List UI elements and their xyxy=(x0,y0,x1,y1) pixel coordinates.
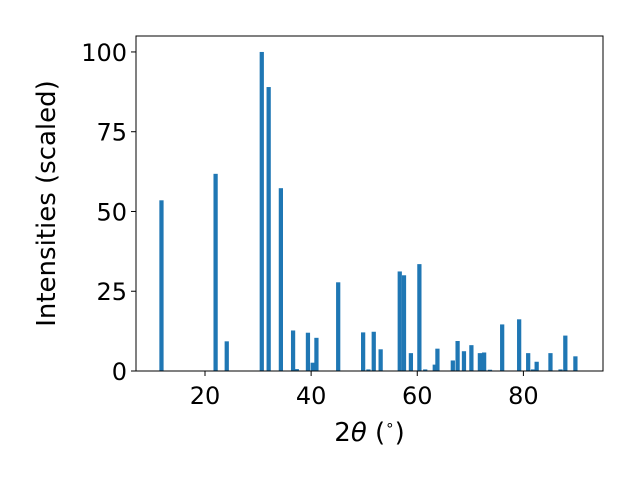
bar xyxy=(159,200,164,371)
bar xyxy=(558,369,563,371)
bar xyxy=(423,369,428,371)
bar xyxy=(259,51,264,371)
bar xyxy=(290,330,296,371)
bar xyxy=(224,341,229,371)
x-tick-label: 80 xyxy=(508,382,539,410)
x-tick-label: 40 xyxy=(296,382,327,410)
bar xyxy=(408,353,414,371)
bar xyxy=(266,87,271,372)
y-tick-label: 100 xyxy=(81,39,127,67)
bar xyxy=(294,369,299,371)
bar xyxy=(305,332,311,371)
bar xyxy=(455,341,460,371)
bar xyxy=(401,275,407,371)
bar xyxy=(336,282,341,371)
bar xyxy=(563,335,568,371)
y-axis-label: Intensities (scaled) xyxy=(32,80,62,327)
x-ticks-group: 20 40 60 80 xyxy=(190,371,539,410)
bar xyxy=(435,348,440,371)
bar xyxy=(378,349,383,371)
x-axis-label-degree: ∘ xyxy=(385,416,394,434)
bar xyxy=(477,353,483,371)
bar xyxy=(487,369,493,371)
bar xyxy=(417,264,422,371)
bar xyxy=(534,361,539,371)
bar xyxy=(361,332,366,371)
x-axis-label-open: ( xyxy=(367,418,385,448)
bars-group xyxy=(159,51,578,372)
bar xyxy=(450,360,455,371)
bar xyxy=(526,353,531,371)
bar xyxy=(461,351,467,371)
bar xyxy=(500,324,505,371)
bar xyxy=(573,356,578,371)
bar xyxy=(314,337,319,371)
bar xyxy=(548,353,553,371)
plot-frame xyxy=(135,35,604,372)
bar xyxy=(432,364,437,371)
bar xyxy=(213,173,218,371)
y-tick-label: 75 xyxy=(96,119,127,147)
x-axis-label-close: ) xyxy=(395,418,405,448)
x-axis-label: 2θ (∘) xyxy=(334,416,404,448)
bar xyxy=(278,188,283,371)
bar xyxy=(530,369,536,371)
y-ticks-group: 0 25 50 75 100 xyxy=(81,39,136,386)
x-axis-label-two: 2 xyxy=(334,418,351,448)
y-tick-label: 50 xyxy=(96,198,127,226)
y-tick-label: 0 xyxy=(112,358,127,386)
bar xyxy=(517,319,522,371)
bar xyxy=(371,331,376,371)
bar xyxy=(397,271,402,371)
bar xyxy=(366,369,371,371)
y-tick-label: 25 xyxy=(96,278,127,306)
x-axis-label-theta: θ xyxy=(351,418,367,448)
bar xyxy=(310,362,315,371)
bar xyxy=(469,345,474,371)
bar xyxy=(482,352,487,371)
x-tick-label: 60 xyxy=(402,382,433,410)
x-tick-label: 20 xyxy=(190,382,221,410)
